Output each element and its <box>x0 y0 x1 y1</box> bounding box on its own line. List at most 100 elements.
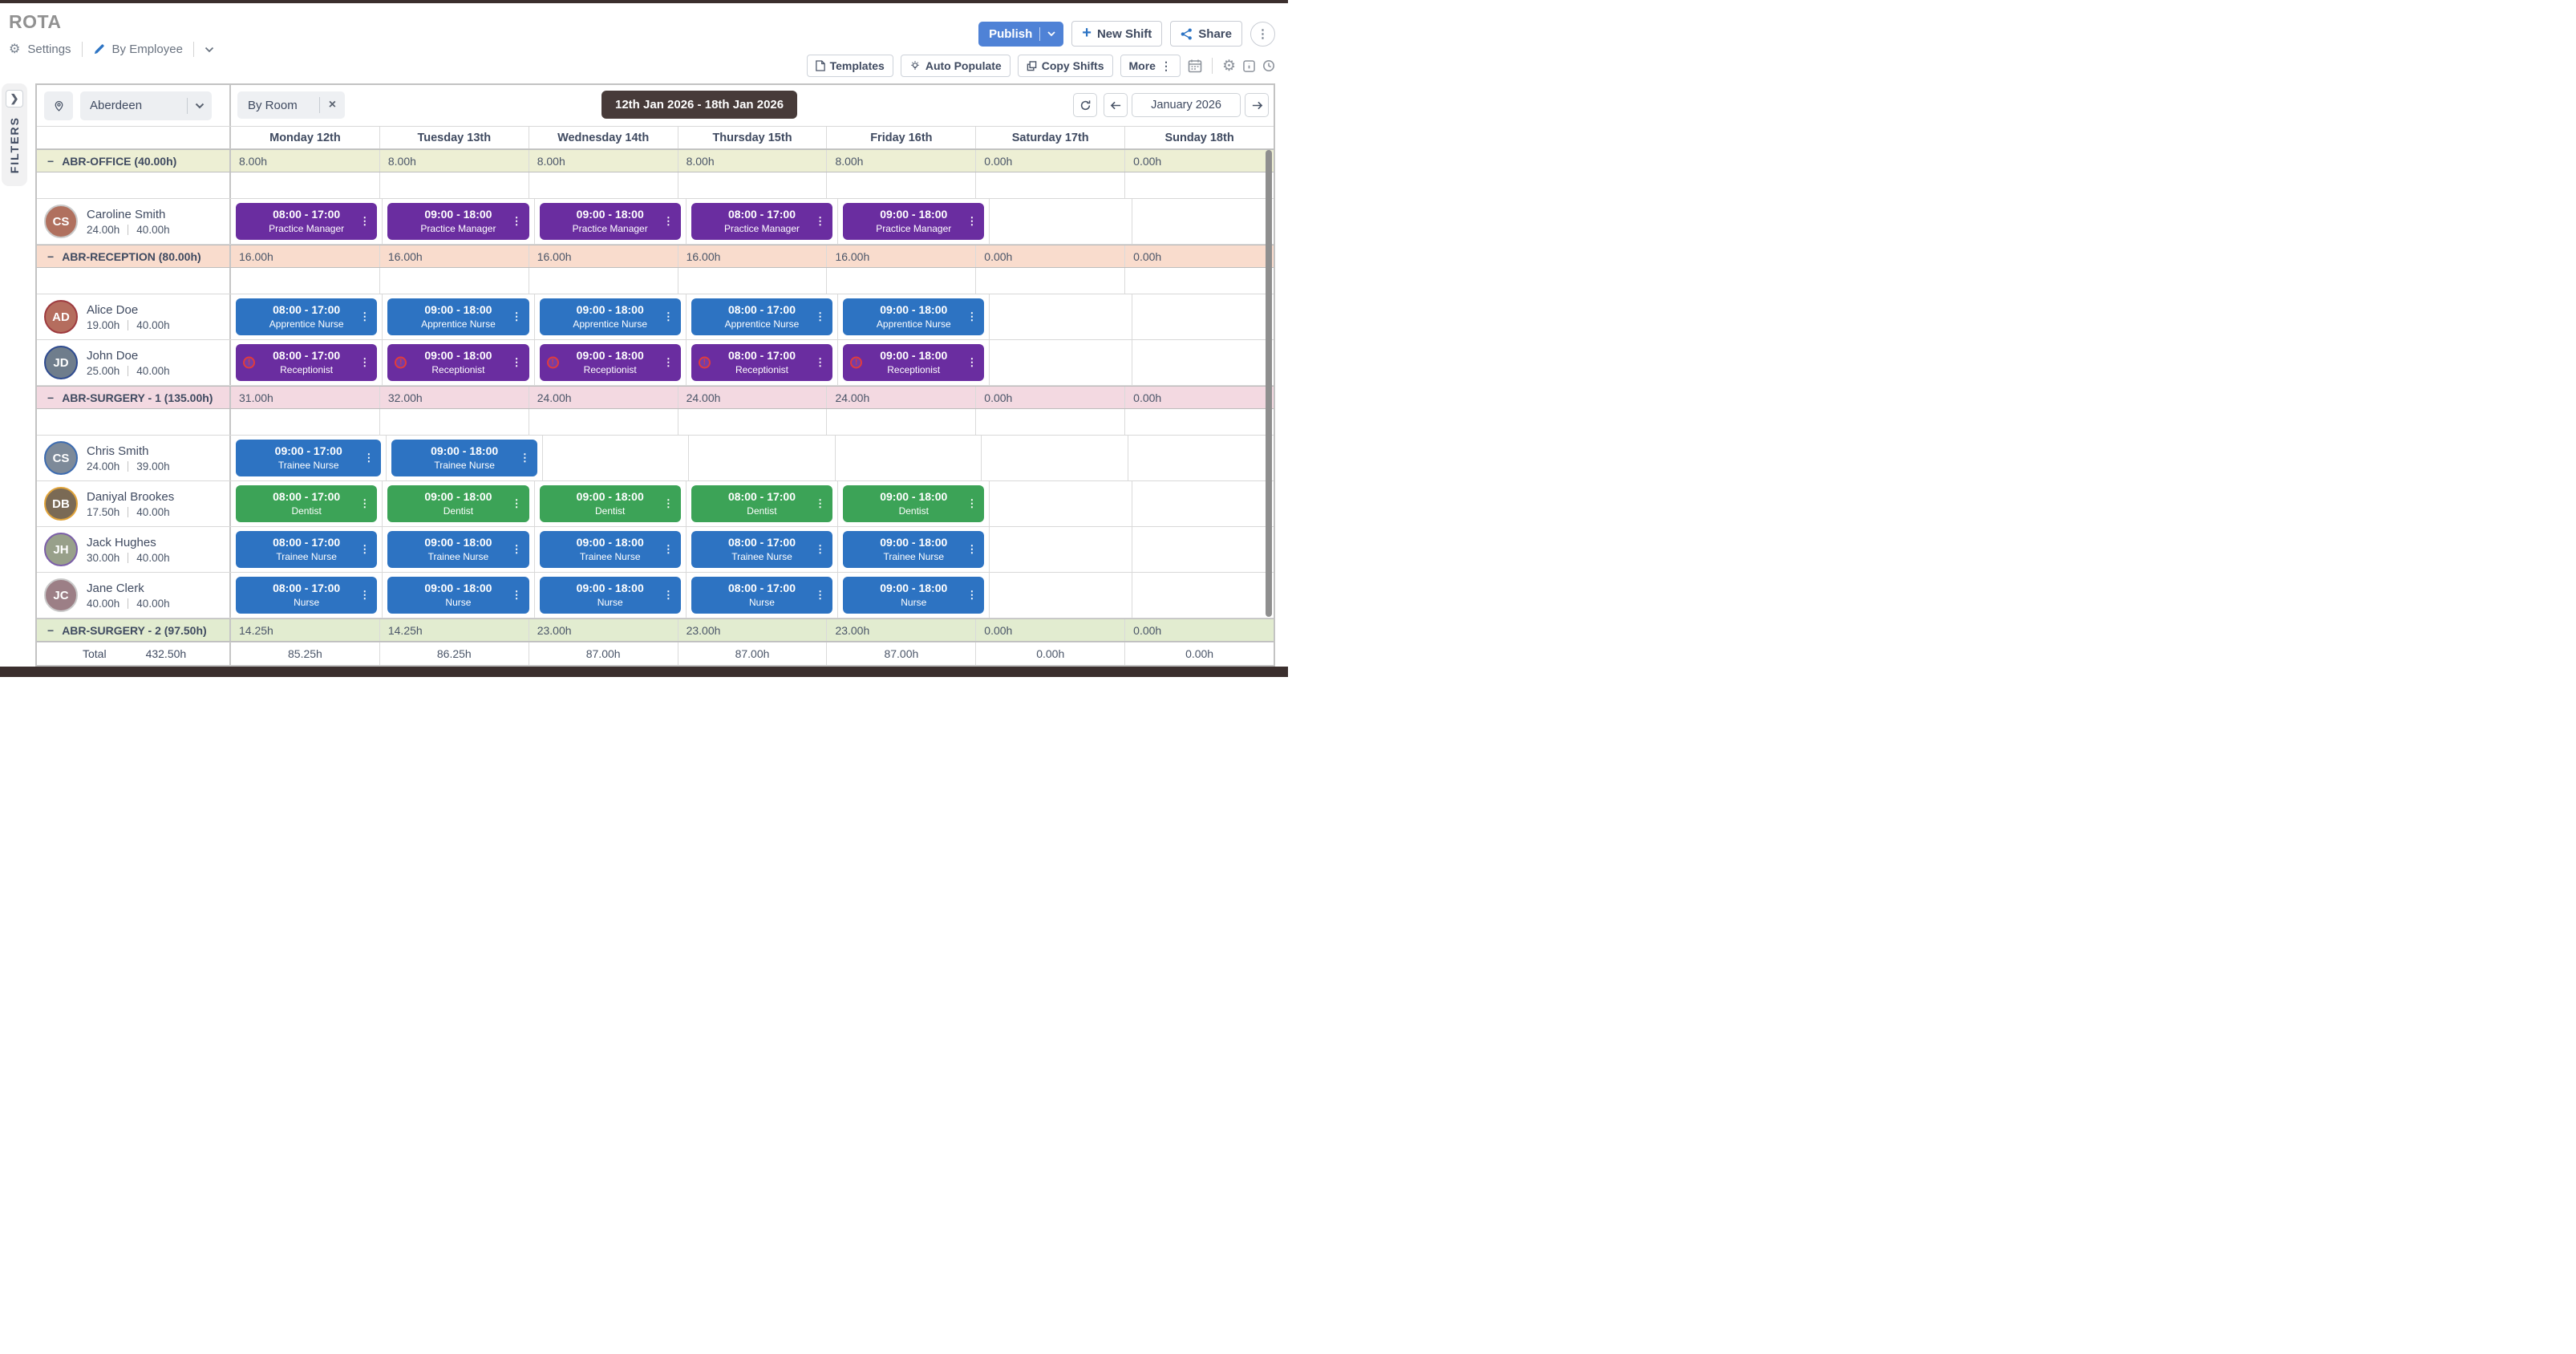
shift-menu-icon[interactable]: ⋮ <box>966 310 978 322</box>
auto-populate-button[interactable]: Auto Populate <box>900 55 1011 77</box>
shift-menu-icon[interactable]: ⋮ <box>359 543 371 555</box>
shift-menu-icon[interactable]: ⋮ <box>966 497 978 509</box>
shift-card[interactable]: 09:00 - 18:00 Nurse ⋮ <box>539 577 681 614</box>
empty-day-cell[interactable] <box>982 436 1128 480</box>
shift-card[interactable]: ! 08:00 - 17:00 Receptionist ⋮ <box>691 344 833 381</box>
empty-day-cell[interactable] <box>689 436 836 480</box>
shift-menu-icon[interactable]: ⋮ <box>359 310 371 322</box>
next-week-button[interactable] <box>1245 93 1269 117</box>
shift-card[interactable]: 08:00 - 17:00 Practice Manager ⋮ <box>691 203 833 240</box>
shift-menu-icon[interactable]: ⋮ <box>662 215 674 227</box>
empty-day-cell[interactable] <box>990 481 1132 526</box>
shift-card[interactable]: 08:00 - 17:00 Apprentice Nurse ⋮ <box>691 298 833 335</box>
shift-card[interactable]: 09:00 - 18:00 Practice Manager ⋮ <box>539 203 681 240</box>
shift-card[interactable]: 08:00 - 17:00 Apprentice Nurse ⋮ <box>236 298 378 335</box>
rota-settings-gear-button[interactable]: ⚙ <box>1221 57 1236 75</box>
share-button[interactable]: Share <box>1170 21 1242 47</box>
shift-card[interactable]: 09:00 - 18:00 Apprentice Nurse ⋮ <box>843 298 985 335</box>
empty-day-cell[interactable] <box>678 268 828 294</box>
shift-menu-icon[interactable]: ⋮ <box>511 215 522 227</box>
shift-card[interactable]: 08:00 - 17:00 Dentist ⋮ <box>236 485 378 522</box>
empty-day-cell[interactable] <box>380 172 529 198</box>
shift-menu-icon[interactable]: ⋮ <box>815 543 826 555</box>
empty-day-cell[interactable] <box>529 172 678 198</box>
empty-day-cell[interactable] <box>678 172 828 198</box>
new-shift-button[interactable]: + New Shift <box>1071 21 1163 47</box>
shift-menu-icon[interactable]: ⋮ <box>966 215 978 227</box>
collapse-icon[interactable]: − <box>47 249 55 263</box>
shift-warning-icon[interactable]: ! <box>395 356 407 369</box>
shift-card[interactable]: ! 09:00 - 18:00 Receptionist ⋮ <box>539 344 681 381</box>
empty-day-cell[interactable] <box>543 436 690 480</box>
publish-button[interactable]: Publish <box>978 21 1064 47</box>
empty-day-cell[interactable] <box>529 409 678 435</box>
empty-day-cell[interactable] <box>990 199 1132 244</box>
empty-day-cell[interactable] <box>990 527 1132 572</box>
templates-button[interactable]: Templates <box>806 55 893 77</box>
copy-shifts-button[interactable]: Copy Shifts <box>1017 55 1113 77</box>
empty-day-cell[interactable] <box>836 436 982 480</box>
shift-card[interactable]: ! 09:00 - 18:00 Receptionist ⋮ <box>843 344 985 381</box>
empty-day-cell[interactable] <box>1132 340 1274 385</box>
shift-card[interactable]: 09:00 - 18:00 Trainee Nurse ⋮ <box>539 531 681 568</box>
shift-warning-icon[interactable]: ! <box>698 356 711 369</box>
empty-day-cell[interactable] <box>529 268 678 294</box>
empty-day-cell[interactable] <box>827 409 977 435</box>
collapse-icon[interactable]: − <box>47 154 55 168</box>
empty-day-cell[interactable] <box>1128 436 1274 480</box>
shift-menu-icon[interactable]: ⋮ <box>662 543 674 555</box>
empty-day-cell[interactable] <box>1125 172 1274 198</box>
empty-day-cell[interactable] <box>1132 481 1274 526</box>
shift-menu-icon[interactable]: ⋮ <box>359 589 371 601</box>
history-clock-button[interactable] <box>1262 59 1275 72</box>
shift-menu-icon[interactable]: ⋮ <box>511 589 522 601</box>
empty-day-cell[interactable] <box>1132 294 1274 339</box>
shift-menu-icon[interactable]: ⋮ <box>966 356 978 368</box>
empty-day-cell[interactable] <box>231 409 380 435</box>
more-options-button[interactable]: ⋮ <box>1250 21 1275 47</box>
shift-menu-icon[interactable]: ⋮ <box>662 356 674 368</box>
filters-expand-button[interactable]: ❯ <box>6 90 23 107</box>
shift-card[interactable]: 09:00 - 17:00 Trainee Nurse ⋮ <box>236 440 382 476</box>
collapse-icon[interactable]: − <box>47 623 55 637</box>
empty-day-cell[interactable] <box>1132 573 1274 618</box>
shift-menu-icon[interactable]: ⋮ <box>511 543 522 555</box>
previous-week-button[interactable] <box>1104 93 1128 117</box>
shift-warning-icon[interactable]: ! <box>850 356 863 369</box>
shift-menu-icon[interactable]: ⋮ <box>511 310 522 322</box>
info-button[interactable] <box>1243 59 1255 72</box>
shift-menu-icon[interactable]: ⋮ <box>519 452 530 464</box>
shift-card[interactable]: 09:00 - 18:00 Trainee Nurse ⋮ <box>391 440 537 476</box>
empty-day-cell[interactable] <box>1132 527 1274 572</box>
shift-card[interactable]: 08:00 - 17:00 Dentist ⋮ <box>691 485 833 522</box>
shift-card[interactable]: 09:00 - 18:00 Apprentice Nurse ⋮ <box>539 298 681 335</box>
shift-card[interactable]: 09:00 - 18:00 Dentist ⋮ <box>539 485 681 522</box>
empty-day-cell[interactable] <box>990 340 1132 385</box>
empty-day-cell[interactable] <box>1125 268 1274 294</box>
empty-day-cell[interactable] <box>827 268 977 294</box>
shift-card[interactable]: 08:00 - 17:00 Nurse ⋮ <box>691 577 833 614</box>
shift-menu-icon[interactable]: ⋮ <box>815 356 826 368</box>
shift-card[interactable]: 08:00 - 17:00 Practice Manager ⋮ <box>236 203 378 240</box>
empty-day-cell[interactable] <box>990 294 1132 339</box>
shift-menu-icon[interactable]: ⋮ <box>662 497 674 509</box>
settings-button[interactable]: Settings <box>27 43 71 56</box>
shift-menu-icon[interactable]: ⋮ <box>815 215 826 227</box>
vertical-scrollbar[interactable] <box>1266 150 1272 617</box>
shift-menu-icon[interactable]: ⋮ <box>359 356 371 368</box>
empty-day-cell[interactable] <box>976 409 1126 435</box>
shift-card[interactable]: 09:00 - 18:00 Practice Manager ⋮ <box>387 203 529 240</box>
shift-menu-icon[interactable]: ⋮ <box>966 589 978 601</box>
room-filter-chip[interactable]: By Room × <box>237 91 346 119</box>
shift-warning-icon[interactable]: ! <box>546 356 559 369</box>
close-icon[interactable]: × <box>328 98 337 111</box>
more-button[interactable]: More ⋮ <box>1120 55 1181 77</box>
empty-day-cell[interactable] <box>678 409 828 435</box>
empty-day-cell[interactable] <box>976 172 1126 198</box>
empty-day-cell[interactable] <box>976 268 1126 294</box>
empty-day-cell[interactable] <box>231 268 380 294</box>
shift-card[interactable]: 09:00 - 18:00 Dentist ⋮ <box>387 485 529 522</box>
publish-dropdown-icon[interactable] <box>1047 30 1055 37</box>
empty-day-cell[interactable] <box>827 172 977 198</box>
shift-card[interactable]: 09:00 - 18:00 Dentist ⋮ <box>843 485 985 522</box>
